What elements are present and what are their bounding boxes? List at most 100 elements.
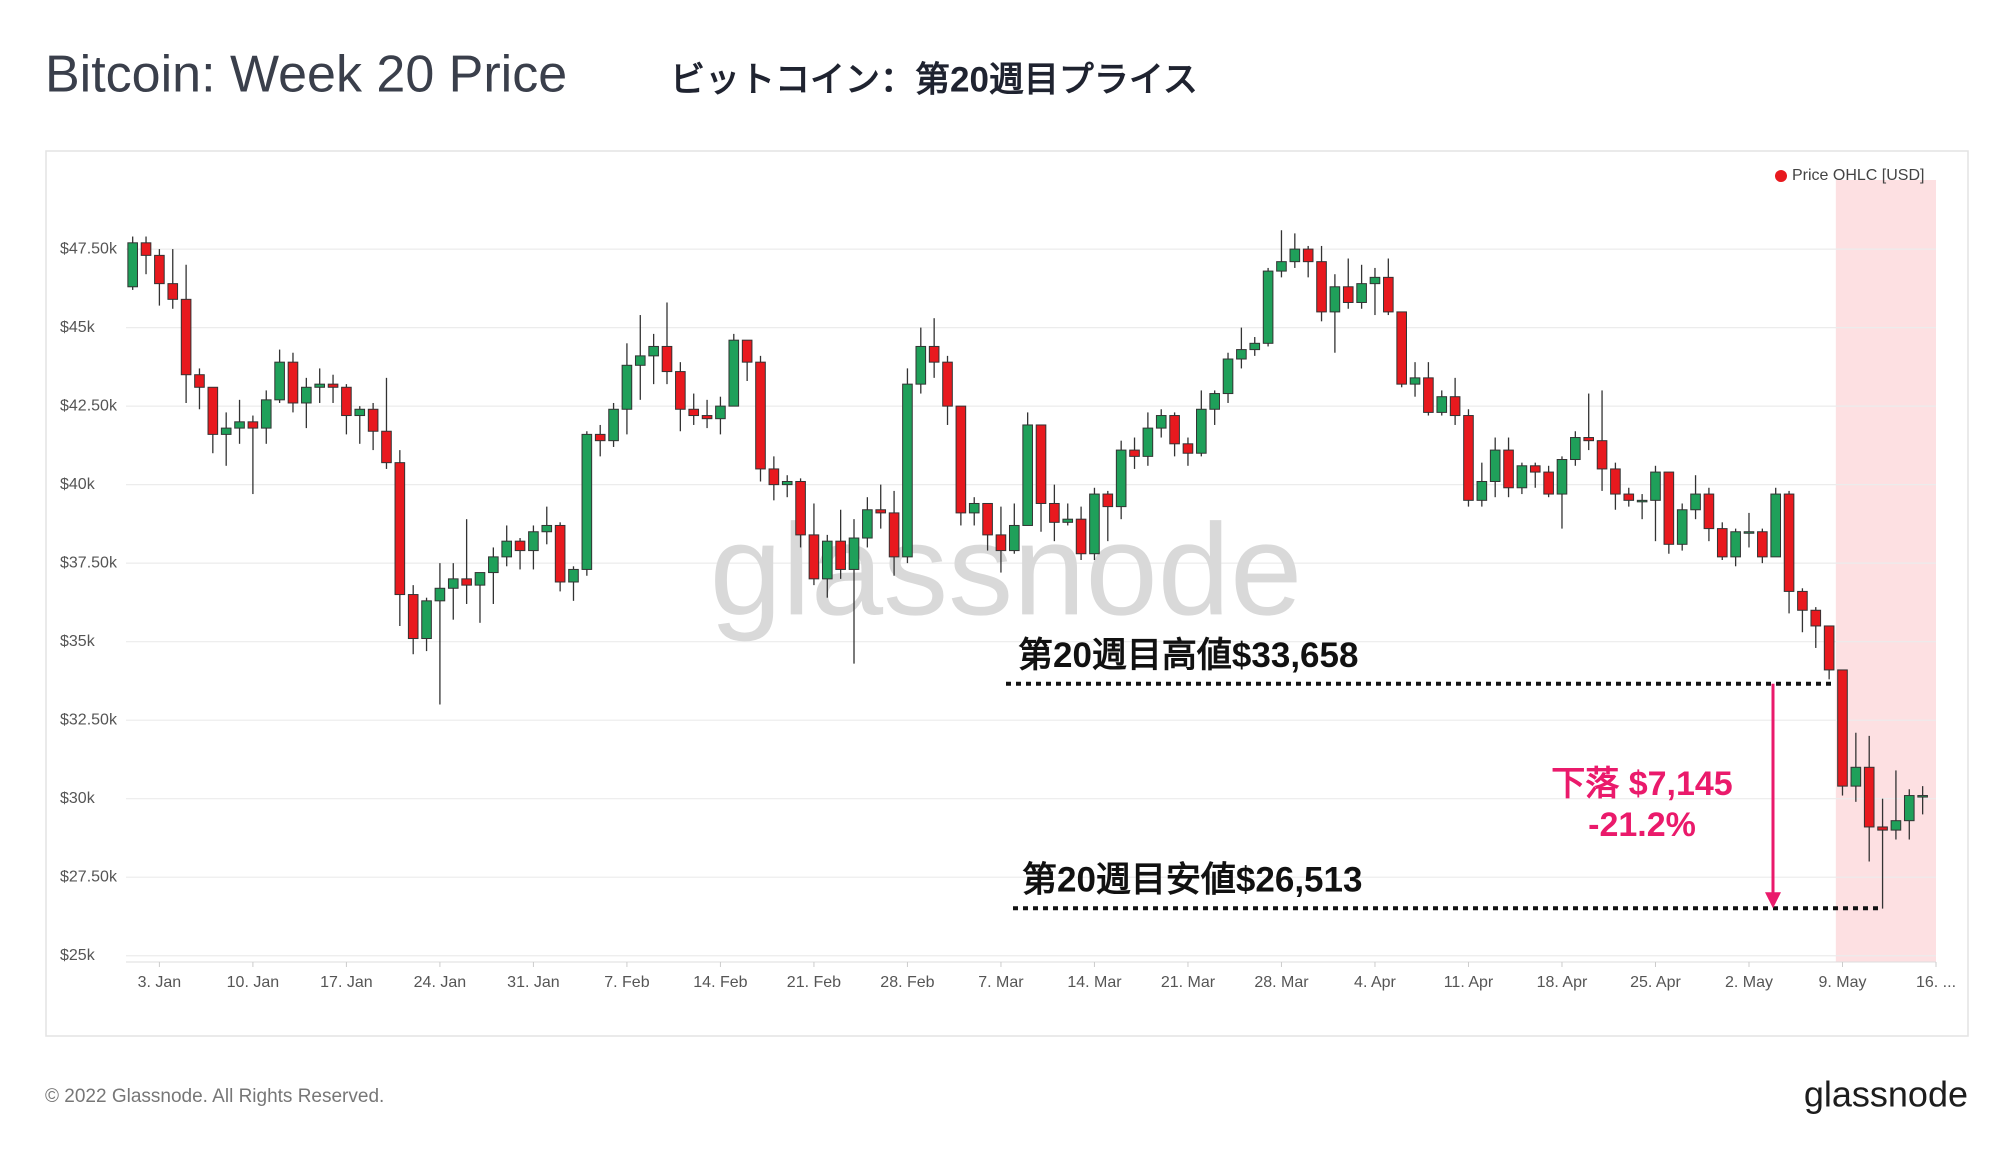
annotation-label: 第20週目高値$33,658 (1018, 636, 1358, 675)
candle-body (287, 361, 299, 404)
candle-body (1823, 625, 1835, 671)
candle-body (902, 383, 913, 558)
candle-body (1623, 493, 1635, 501)
footer: © 2022 Glassnode. All Rights Reserved. (45, 1086, 384, 1107)
drop-label: 下落 $7,145 (1551, 765, 1732, 803)
candle-body (915, 345, 927, 385)
candle-body (621, 364, 633, 410)
x-tick-label: 31. Jan (507, 974, 559, 991)
y-tick-label: $37.50k (60, 554, 118, 571)
candle-body (381, 430, 392, 464)
candle-body (1463, 415, 1474, 501)
chart-frame (45, 150, 1969, 1037)
candle-body (1129, 449, 1140, 457)
candle-body (1743, 531, 1755, 534)
x-tick-label: 21. Mar (1161, 974, 1216, 991)
candle-body (274, 361, 285, 401)
y-tick-label: $30k (60, 790, 96, 807)
candle-body (394, 462, 406, 596)
candle-body (942, 361, 953, 407)
chart-subtitle: ビットコイン：第20週目プライス (670, 60, 1198, 99)
candle-body (327, 383, 339, 388)
candle-body (1369, 276, 1381, 285)
candle-body (1008, 524, 1020, 552)
candle-body (1423, 377, 1434, 413)
candle-body (982, 502, 993, 536)
candle-body (688, 408, 700, 417)
x-tick-label: 14. Mar (1067, 974, 1122, 991)
candle-body (554, 524, 566, 583)
x-tick-label: 18. Apr (1537, 974, 1588, 991)
candle-body (1570, 437, 1581, 461)
candle-body (1663, 471, 1675, 545)
y-tick-label: $42.50k (60, 397, 118, 414)
candle-body (1196, 408, 1207, 454)
candle-body (1890, 820, 1902, 831)
candle-body (1169, 415, 1180, 445)
x-tick-label: 17. Jan (320, 974, 372, 991)
candle-body (1289, 248, 1301, 263)
candle-body (1877, 826, 1888, 831)
candle-body (421, 600, 432, 640)
candle-body (1863, 766, 1875, 828)
candle-body (194, 374, 205, 388)
y-tick-label: $47.50k (60, 240, 118, 257)
candle-body (367, 408, 379, 432)
candle-body (1783, 493, 1795, 592)
candle-body (755, 361, 766, 470)
annotation-label: 第20週目安値$26,513 (1022, 860, 1362, 899)
candle-body (1583, 437, 1595, 442)
x-tick-label: 11. Apr (1444, 974, 1494, 991)
candle-body (1543, 471, 1554, 495)
candle-body (1155, 415, 1167, 429)
candle-body (447, 578, 459, 589)
candle-body (1757, 531, 1768, 558)
candle-body (1115, 449, 1127, 508)
logo: glassnode (1804, 1074, 1968, 1115)
candle-body (1676, 509, 1688, 545)
candle-body (1810, 609, 1822, 627)
candle-body (1797, 590, 1808, 611)
candle-body (1262, 270, 1274, 344)
y-tick-label: $40k (60, 476, 96, 493)
watermark: glassnode (710, 496, 1303, 642)
x-tick-label: 10. Jan (227, 974, 279, 991)
candle-body (1770, 493, 1782, 558)
candle-body (1503, 449, 1514, 489)
y-tick-label: $27.50k (60, 868, 118, 885)
candle-body (1316, 261, 1327, 313)
x-tick-label: 24. Jan (414, 974, 466, 991)
candle-body (1075, 518, 1087, 555)
candle-body (1276, 261, 1287, 272)
x-tick-label: 14. Feb (693, 974, 747, 991)
candle-body (1409, 377, 1421, 385)
candle-body (474, 572, 486, 586)
candle-body (768, 468, 780, 486)
candle-body (995, 534, 1007, 552)
candle-body (581, 433, 593, 570)
candle-body (461, 578, 472, 586)
candle-body (1703, 493, 1715, 530)
candle-body (1329, 286, 1341, 313)
candle-body (1209, 393, 1220, 410)
candle-body (661, 345, 673, 373)
y-tick-label: $35k (60, 633, 96, 650)
candle-body (1449, 396, 1461, 417)
candle-body (1850, 766, 1862, 787)
candle-body (1516, 465, 1528, 489)
candle-body (1903, 795, 1915, 822)
candle-body (875, 509, 887, 514)
drop-arrowhead (1765, 892, 1781, 909)
candle-body (1222, 358, 1234, 395)
candle-body (1182, 443, 1194, 454)
candle-body (501, 540, 513, 558)
candle-body (608, 408, 619, 442)
x-tick-label: 28. Feb (880, 974, 934, 991)
candle-body (407, 594, 419, 640)
candle-body (180, 298, 192, 376)
candle-body (140, 242, 152, 256)
x-tick-label: 9. May (1818, 974, 1866, 991)
candle-body (434, 587, 446, 602)
candle-body (1636, 499, 1648, 503)
